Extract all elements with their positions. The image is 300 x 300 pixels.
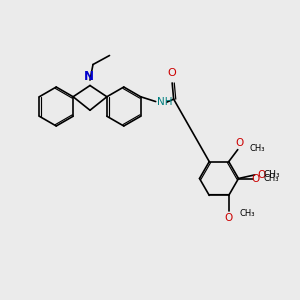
- Text: CH₃: CH₃: [264, 170, 280, 179]
- Text: O: O: [168, 68, 176, 78]
- Text: CH₃: CH₃: [250, 144, 265, 153]
- Text: CH₃: CH₃: [264, 174, 280, 183]
- Text: O: O: [257, 170, 266, 180]
- Text: O: O: [251, 173, 259, 184]
- Text: O: O: [235, 138, 243, 148]
- Text: N: N: [83, 70, 94, 83]
- Text: NH: NH: [157, 97, 173, 107]
- Text: CH₃: CH₃: [239, 209, 255, 218]
- Text: O: O: [225, 213, 233, 224]
